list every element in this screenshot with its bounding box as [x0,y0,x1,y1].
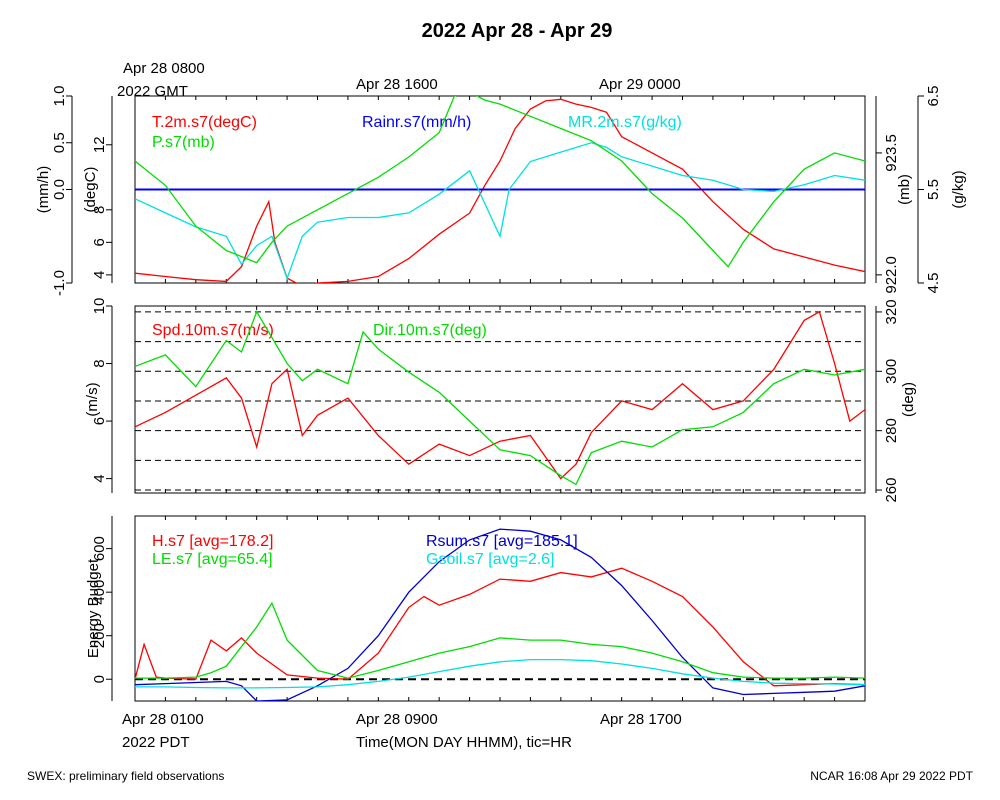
y-axis-label: Energy Budget [85,558,102,658]
x-axis-label: Time(MON DAY HHMM), tic=HR [356,734,572,751]
top-time-label-2: Apr 28 1600 [356,76,438,93]
series-label-h-s7-avg-178-2: H.s7 [avg=178.2] [152,533,273,550]
y-tick-label: 260 [883,478,900,503]
y-tick-label: 400 [91,580,108,605]
y-tick-label: 4.5 [925,273,942,294]
top-time-label-1-year: 2022 GMT [117,83,188,100]
bottom-time-label-2: Apr 28 0900 [356,711,438,728]
y-tick-label: 923.5 [883,134,900,172]
y-axis-label: (mb) [896,174,913,205]
bottom-time-label-1-year: 2022 PDT [122,734,190,751]
y-tick-label: 600 [91,536,108,561]
y-tick-label: 922.0 [883,256,900,294]
y-tick-label: 4 [91,271,108,279]
series-line-spd-10m-s7-m-s [135,310,865,480]
y-tick-label: 280 [883,418,900,443]
top-time-label-1: Apr 28 0800 [123,60,205,77]
footer-left: SWEX: preliminary field observations [27,769,224,783]
y-axis-label: (mm/h) [35,166,52,214]
y-tick-label: 12 [91,136,108,153]
y-tick-label: 6 [91,238,108,246]
series-label-t-2m-s7-degc: T.2m.s7(degC) [152,114,257,131]
y-tick-label: 0.0 [51,179,68,200]
series-label-rainr-s7-mm-h: Rainr.s7(mm/h) [362,114,471,131]
y-tick-label: 8 [91,206,108,214]
y-tick-label: 320 [883,299,900,324]
y-tick-label: 4 [91,474,108,482]
y-tick-label: 6.5 [925,86,942,107]
y-axis-label: (m/s) [84,382,101,416]
series-line-gsoil-s7-avg-2-6 [135,658,865,689]
footer-right: NCAR 16:08 Apr 29 2022 PDT [810,769,973,783]
y-axis-label: (degC) [82,167,99,213]
series-line-le-s7-avg-65-4 [135,601,865,679]
y-tick-label: 0.5 [51,132,68,153]
series-label-gsoil-s7-avg-2-6: Gsoil.s7 [avg=2.6] [426,551,555,568]
y-tick-label: 6 [91,417,108,425]
series-label-mr-2m-s7-g-kg: MR.2m.s7(g/kg) [568,114,682,131]
series-line-t-2m-s7-degc [135,98,865,283]
top-time-label-3: Apr 29 0000 [599,76,681,93]
y-tick-label: 300 [883,359,900,384]
bottom-time-label-1: Apr 28 0100 [122,711,204,728]
series-label-le-s7-avg-65-4: LE.s7 [avg=65.4] [152,551,273,568]
y-tick-label: -1.0 [51,270,68,296]
figure-title: 2022 Apr 28 - Apr 29 [422,20,613,42]
series-label-rsum-s7-avg-185-1: Rsum.s7 [avg=185.1] [426,533,578,550]
y-tick-label: 0 [91,675,108,683]
y-axis-label: (g/kg) [950,170,967,208]
y-tick-label: 200 [91,623,108,648]
series-label-dir-10m-s7-deg: Dir.10m.s7(deg) [373,322,487,339]
y-tick-label: 10 [91,298,108,315]
series-line-p-s7-mb [135,96,865,268]
series-label-p-s7-mb: P.s7(mb) [152,134,215,151]
y-tick-label: 8 [91,359,108,367]
y-tick-label: 5.5 [925,179,942,200]
series-line-mr-2m-s7-g-kg [135,142,865,281]
panel-temperature: -1.0 0.0 0.5 1.0 (mm/h) 4 6 8 12 (degC) 923.5 922.0… [35,86,967,296]
y-tick-label: 1.0 [51,86,68,107]
panel-wind: 4 6 8 10 (m/s) 260 280 300 320 (deg) Spd.10m.s7(m/… [84,298,917,503]
series-line-dir-10m-s7-deg [135,310,865,486]
bottom-time-label-3: Apr 28 1700 [600,711,682,728]
series-line-h-s7-avg-178-2 [135,567,865,687]
y-axis-label: (deg) [900,382,917,417]
series-label-spd-10m-s7-m-s: Spd.10m.s7(m/s) [152,322,274,339]
